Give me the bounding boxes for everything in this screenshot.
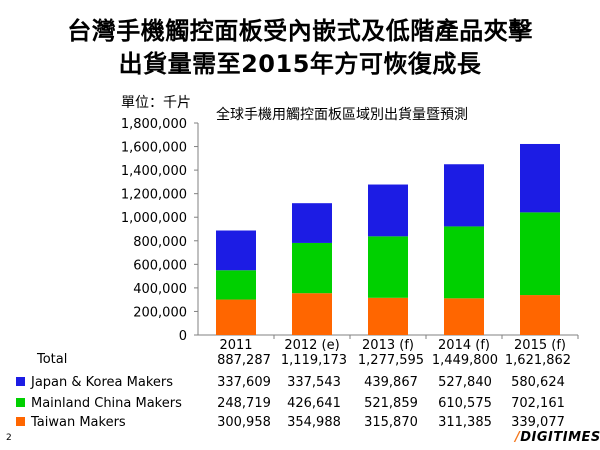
bar-segment — [292, 293, 332, 335]
japan-korea-value: 337,543 — [287, 375, 341, 390]
bar-segment — [216, 270, 256, 300]
japan-korea-value: 580,624 — [511, 375, 565, 390]
y-tick-label: 600,000 — [133, 258, 187, 273]
bar-segment — [368, 184, 408, 237]
total-value: 1,277,595 — [357, 353, 425, 368]
bar-segment — [216, 230, 256, 271]
bar-segment — [444, 298, 484, 335]
x-tick-label: 2011 — [219, 338, 252, 353]
y-tick-label: 1,000,000 — [121, 211, 187, 226]
unit-label: 單位：千片 — [121, 95, 191, 111]
slide-title-line-1: 台灣手機觸控面板受內嵌式及低階產品夾擊 — [67, 17, 533, 45]
y-tick-label: 1,600,000 — [121, 141, 187, 156]
total-value: 1,621,862 — [504, 353, 572, 368]
mainland-china-value: 702,161 — [511, 396, 565, 411]
slide-title-line-2: 出貨量需至2015年方可恢復成長 — [118, 50, 482, 78]
y-tick-label: 400,000 — [133, 282, 187, 297]
taiwan-value: 339,077 — [511, 415, 565, 430]
bar-segment — [444, 164, 484, 227]
japan-korea-value: 439,867 — [364, 375, 418, 390]
y-tick-label: 1,800,000 — [121, 117, 187, 132]
page-number: 2 — [6, 433, 12, 443]
legend-swatch-mainland-china — [16, 398, 25, 407]
x-tick-label: 2013 (f) — [362, 338, 414, 353]
total-value: 1,449,800 — [431, 353, 499, 368]
legend-row-mainland-china: Mainland China Makers — [16, 395, 182, 413]
bar-segment — [444, 226, 484, 299]
japan-korea-value: 527,840 — [438, 375, 492, 390]
bar-segment — [292, 203, 332, 243]
taiwan-value: 354,988 — [287, 415, 341, 430]
taiwan-value: 315,870 — [364, 415, 418, 430]
table-total-label: Total — [37, 352, 68, 367]
x-tick-label: 2015 (f) — [514, 338, 566, 353]
y-tick-label: 800,000 — [133, 235, 187, 250]
legend-swatch-taiwan — [16, 417, 25, 426]
total-value: 887,287 — [217, 353, 271, 368]
taiwan-value: 300,958 — [217, 415, 271, 430]
japan-korea-value: 337,609 — [217, 375, 271, 390]
mainland-china-value: 610,575 — [438, 396, 492, 411]
mainland-china-value: 248,719 — [217, 396, 271, 411]
legend-row-japan-korea: Japan & Korea Makers — [16, 374, 173, 392]
x-tick-label: 2012 (e) — [284, 338, 339, 353]
y-tick-label: 200,000 — [133, 305, 187, 320]
mainland-china-value: 521,859 — [364, 396, 418, 411]
brand-slash: / — [515, 430, 521, 445]
brand-text: DIGITIMES — [520, 430, 600, 445]
total-value: 1,119,173 — [280, 353, 348, 368]
chart-title: 全球手機用觸控面板區域別出貨量暨預測 — [216, 107, 468, 123]
x-tick-label: 2014 (f) — [438, 338, 490, 353]
legend-label: Mainland China Makers — [31, 396, 182, 411]
y-tick-label: 0 — [179, 329, 187, 344]
y-tick-label: 1,400,000 — [121, 164, 187, 179]
legend-label: Japan & Korea Makers — [31, 375, 174, 390]
legend-row-taiwan: Taiwan Makers — [16, 414, 126, 432]
y-tick-label: 1,200,000 — [121, 188, 187, 203]
mainland-china-value: 426,641 — [287, 396, 341, 411]
legend-swatch-japan-korea — [16, 377, 25, 386]
digitimes-logo: /DIGITIMES — [515, 430, 600, 445]
legend-label: Taiwan Makers — [31, 415, 126, 430]
bar-segment — [368, 236, 408, 298]
bar-segment — [292, 242, 332, 294]
bar-segment — [520, 295, 560, 335]
bar-segment — [368, 297, 408, 335]
bar-segment — [216, 299, 256, 335]
bar-segment — [520, 143, 560, 213]
taiwan-value: 311,385 — [438, 415, 492, 430]
bar-segment — [520, 212, 560, 296]
